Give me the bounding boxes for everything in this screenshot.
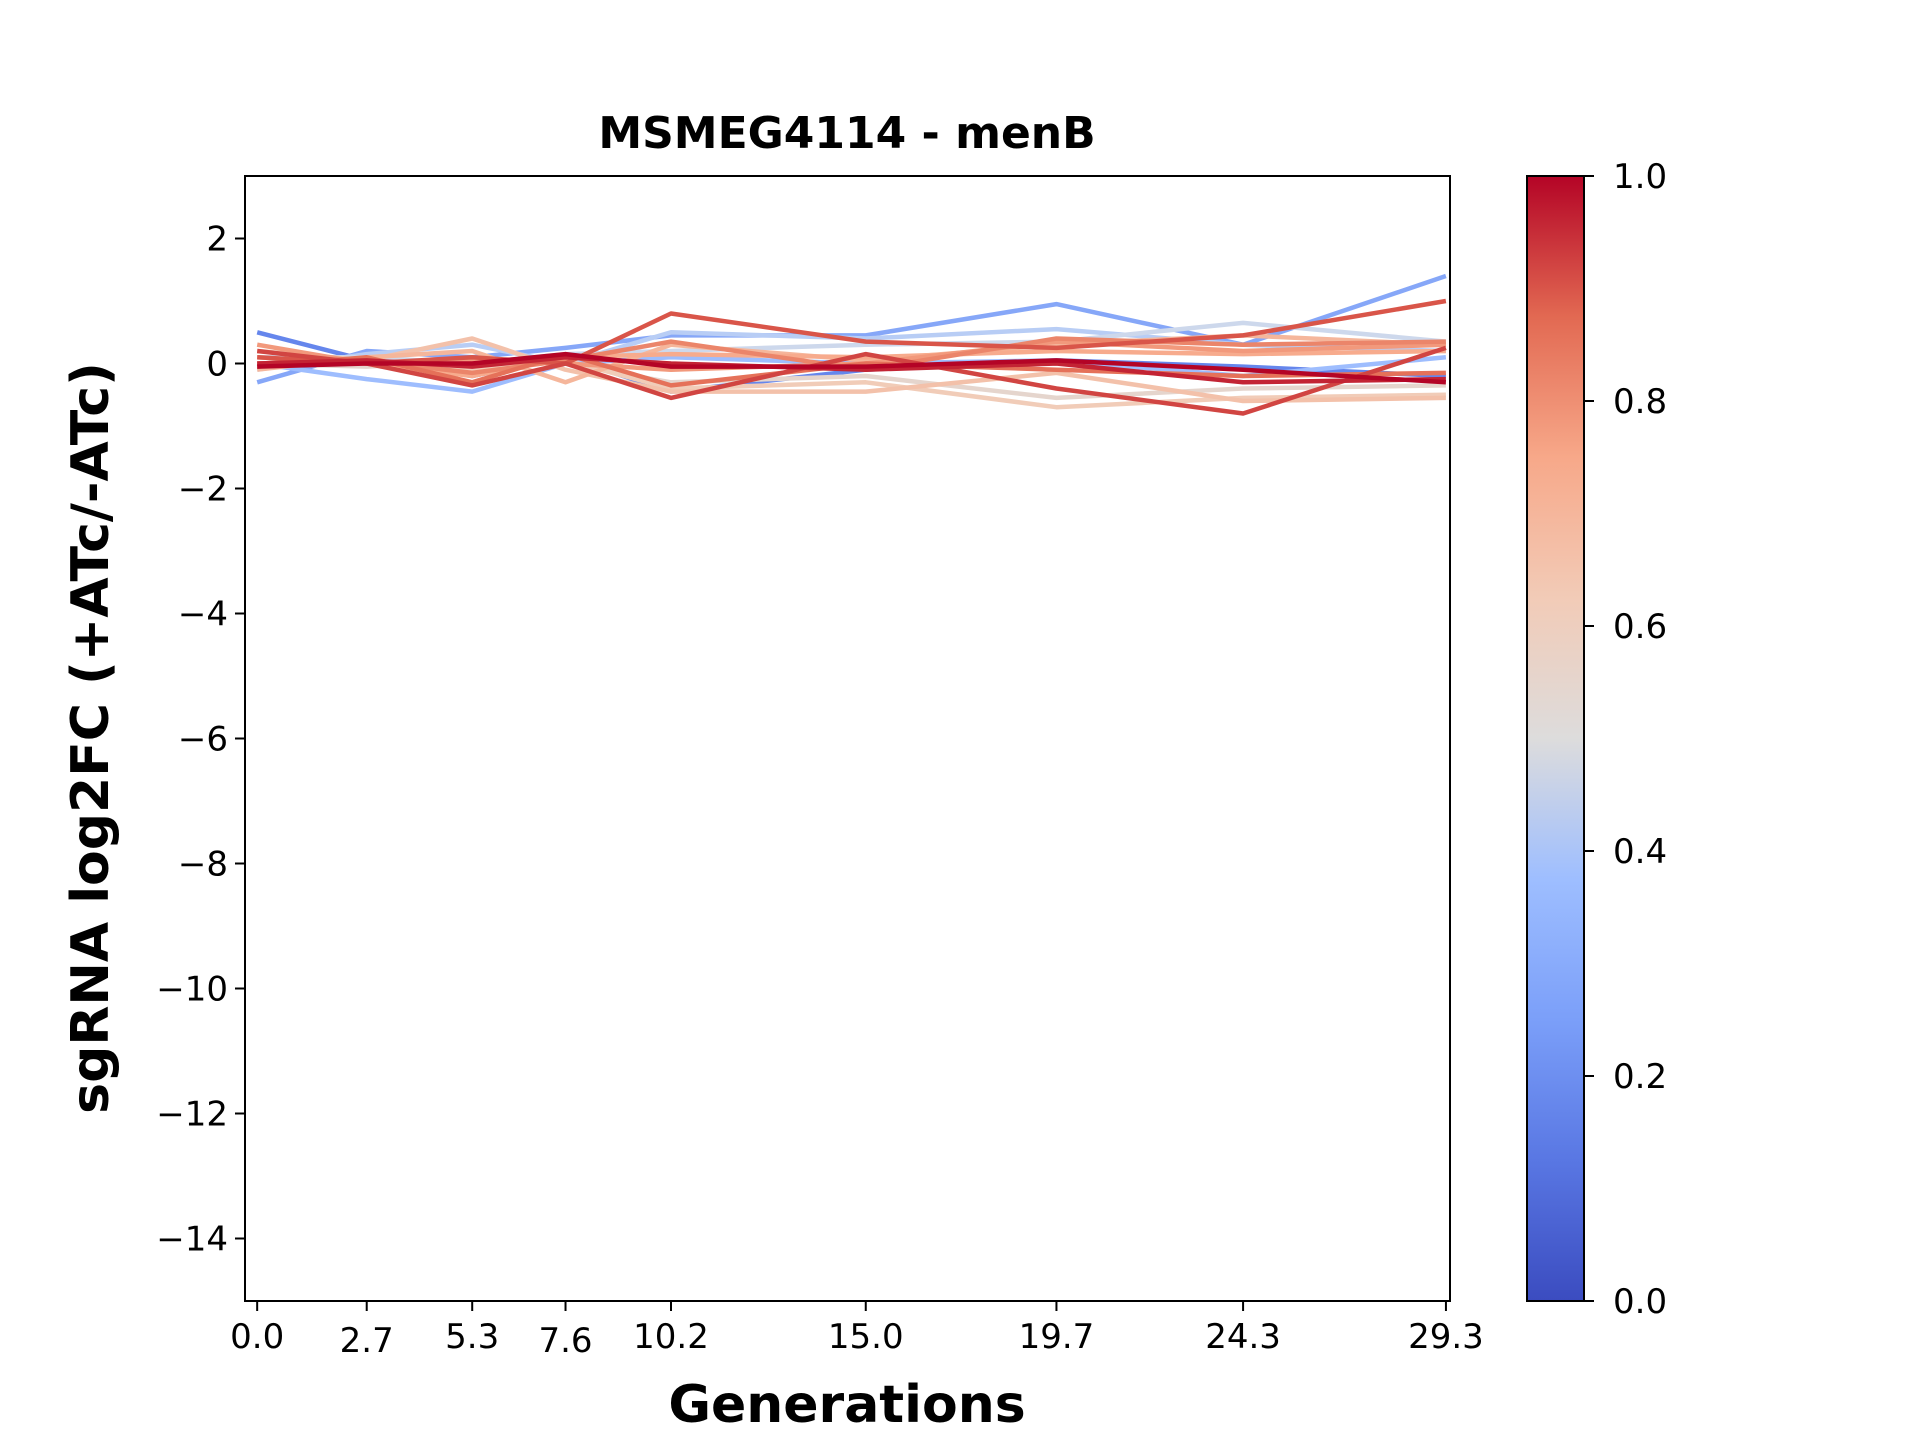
y-tick-label: −2	[178, 470, 228, 510]
colorbar-axis: 0.0 0.2 0.4 0.6 0.8 1.0	[1584, 157, 1667, 1322]
x-tick-label: 19.7	[1019, 1317, 1095, 1357]
y-axis-label: sgRNA log2FC (+ATc/-ATc)	[61, 362, 121, 1114]
y-tick-label: −12	[156, 1095, 228, 1135]
y-axis: 2 0 −2 −4 −6 −8 −10 −12 −14	[156, 220, 245, 1260]
y-tick-label: 2	[206, 220, 228, 260]
x-tick-label: 10.2	[633, 1317, 709, 1357]
x-axis: 0.0 2.7 5.3 7.6 10.2 15.0 19.7 24.3 29.3	[230, 1301, 1484, 1361]
series-layer	[256, 273, 1447, 416]
x-tick-label: 5.3	[445, 1317, 499, 1357]
colorbar-tick-label: 1.0	[1613, 157, 1667, 197]
colorbar-tick-label: 0.4	[1613, 832, 1667, 872]
colorbar-tick-label: 0.0	[1613, 1282, 1667, 1322]
y-tick-label: −10	[156, 970, 228, 1010]
x-tick-label: 29.3	[1408, 1317, 1484, 1357]
chart-title: MSMEG4114 - menB	[598, 108, 1095, 159]
y-tick-label: −8	[178, 845, 228, 885]
y-tick-label: −6	[178, 720, 228, 760]
x-tick-label: 0.0	[230, 1317, 284, 1357]
x-tick-label: 15.0	[828, 1317, 904, 1357]
series-line-3	[256, 355, 1447, 394]
y-tick-label: −4	[178, 595, 228, 635]
y-tick-label: 0	[206, 345, 228, 385]
x-axis-label: Generations	[668, 1375, 1025, 1435]
colorbar-tick-label: 0.8	[1613, 382, 1667, 422]
colorbar	[1526, 175, 1585, 1302]
series-line-15	[256, 345, 1447, 416]
colorbar-tick-label: 0.2	[1613, 1057, 1667, 1097]
colorbar-tick-label: 0.6	[1613, 607, 1667, 647]
x-tick-label: 2.7	[340, 1321, 394, 1361]
x-tick-label: 7.6	[538, 1321, 592, 1361]
x-tick-label: 24.3	[1205, 1317, 1281, 1357]
y-tick-label: −14	[156, 1220, 228, 1260]
series-line-17	[257, 351, 1447, 385]
